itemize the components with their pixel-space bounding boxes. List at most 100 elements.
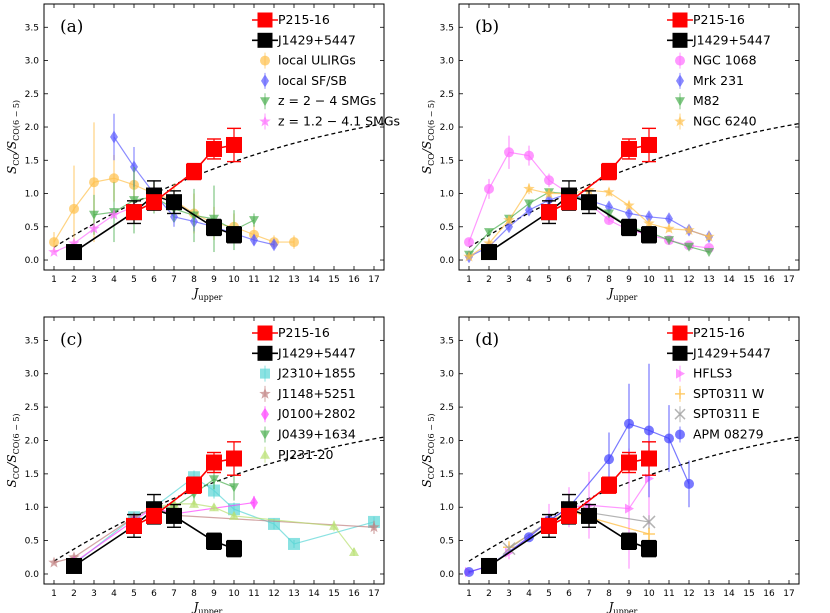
data-point xyxy=(621,140,637,157)
y-tick-label: 3.5 xyxy=(440,23,454,33)
legend-marker xyxy=(675,429,685,440)
y-tick-label: 2.5 xyxy=(25,90,39,100)
x-tick-label: 5 xyxy=(131,275,137,285)
legend-marker xyxy=(260,97,270,107)
x-tick-label: 17 xyxy=(368,589,379,599)
axes-frame xyxy=(458,3,800,271)
data-point xyxy=(684,478,694,489)
y-tick-label: 3.0 xyxy=(440,370,455,380)
data-point xyxy=(166,194,182,211)
x-axis-label-sub: upper xyxy=(198,293,222,302)
legend-marker xyxy=(257,32,273,48)
series-apm-08279 xyxy=(464,363,694,577)
legend-item-p215-16: P215-16 xyxy=(252,325,330,341)
legend-marker xyxy=(259,387,271,399)
x-tick-label: 15 xyxy=(743,275,754,285)
series-line xyxy=(468,423,690,573)
series-p215-16 xyxy=(126,441,242,534)
data-point xyxy=(645,210,653,224)
x-tick-label: 8 xyxy=(191,275,197,285)
y-axis-label: SCO/SCO(6 − 5) xyxy=(5,413,21,487)
data-point xyxy=(544,175,554,186)
data-point xyxy=(89,177,99,188)
data-point xyxy=(483,237,495,249)
legend-marker xyxy=(674,408,686,420)
data-point xyxy=(481,244,497,261)
data-point xyxy=(289,237,299,248)
legend-label: Mrk 231 xyxy=(693,73,744,88)
y-axis-label: SCO/SCO(6 − 5) xyxy=(420,100,436,174)
series-p215-16 xyxy=(541,127,657,221)
y-tick-label: 2.0 xyxy=(440,123,455,133)
x-tick-label: 16 xyxy=(348,275,360,285)
data-point xyxy=(641,450,657,467)
x-tick-label: 6 xyxy=(566,589,572,599)
x-tick-label: 7 xyxy=(586,275,592,285)
legend-label: SPT0311 W xyxy=(693,386,764,401)
data-point xyxy=(464,566,474,577)
legend-marker xyxy=(260,430,270,440)
thermalized-curve xyxy=(53,122,384,248)
x-tick-label: 10 xyxy=(228,589,240,599)
data-point xyxy=(524,532,534,543)
legend-marker xyxy=(672,12,688,28)
legend-item-mrk-231: Mrk 231 xyxy=(676,72,744,89)
x-tick-label: 13 xyxy=(703,275,714,285)
x-tick-label: 1 xyxy=(466,275,472,285)
legend-item-j0439-1634: J0439+1634 xyxy=(260,426,356,443)
legend-item-spt0311-w: SPT0311 W xyxy=(675,385,764,402)
legend-item-local-sf-sb: local SF/SB xyxy=(261,72,347,89)
panel-a: 1 2 3 4 5 6 7 8 9 10 11 12 13 14 15 16 170.00.51.01.52.0… xyxy=(5,3,400,302)
x-tick-label: 1 xyxy=(466,589,472,599)
data-point xyxy=(644,425,654,436)
data-point xyxy=(226,540,242,557)
legend-label: NGC 1068 xyxy=(693,53,757,68)
legend-marker xyxy=(675,388,685,399)
thermalized-curve xyxy=(468,436,799,562)
data-point xyxy=(110,130,118,144)
x-tick-label: 4 xyxy=(111,589,117,599)
x-tick-label: 7 xyxy=(171,589,177,599)
data-point xyxy=(541,517,557,534)
data-point xyxy=(665,212,673,226)
x-tick-label: 12 xyxy=(268,589,279,599)
x-tick-label: 5 xyxy=(131,589,137,599)
y-tick-label: 1.5 xyxy=(25,156,39,166)
y-axis-label-mid: /S xyxy=(420,454,434,467)
y-axis-label-sub2: CO(6 − 5) xyxy=(427,413,436,454)
legend-item-ngc-1068: NGC 1068 xyxy=(675,52,757,69)
data-point xyxy=(206,219,222,236)
panel-d: 1 2 3 4 5 6 7 8 9 10 11 12 13 14 15 16 170.00.51.01.52.0… xyxy=(420,316,800,613)
legend-item-j0100-2802: J0100+2802 xyxy=(261,406,356,423)
legend-label: J1429+5447 xyxy=(277,345,356,360)
data-point xyxy=(601,163,617,180)
data-point xyxy=(624,418,634,429)
x-tick-label: 11 xyxy=(663,589,674,599)
legend-item-hfls3: HFLS3 xyxy=(676,365,732,382)
data-point xyxy=(209,475,219,485)
data-point xyxy=(484,183,494,194)
data-point xyxy=(68,237,80,249)
series-line xyxy=(508,506,650,550)
x-tick-label: 17 xyxy=(783,589,794,599)
legend-label: J0439+1634 xyxy=(277,427,356,442)
y-tick-label: 0.0 xyxy=(25,570,40,580)
data-point xyxy=(229,483,239,493)
legend-item-ngc-6240: NGC 6240 xyxy=(674,113,757,130)
legend-item-p215-16: P215-16 xyxy=(667,325,745,341)
data-point xyxy=(288,537,300,550)
data-point xyxy=(229,510,239,520)
data-point xyxy=(704,248,714,258)
x-tick-label: 14 xyxy=(308,275,320,285)
data-point xyxy=(206,140,222,157)
legend-label: local ULIRGs xyxy=(278,53,356,68)
y-axis-label-sub2: CO(6 − 5) xyxy=(12,100,21,141)
data-point xyxy=(663,222,675,234)
legend-label: PJ231-20 xyxy=(278,447,334,462)
y-axis-label-sub2: CO(6 − 5) xyxy=(12,413,21,454)
x-tick-label: 14 xyxy=(723,589,735,599)
x-tick-label: 11 xyxy=(248,589,259,599)
data-point xyxy=(349,546,359,556)
panel-label: (d) xyxy=(475,330,499,350)
legend-label: J2310+1855 xyxy=(277,366,356,381)
